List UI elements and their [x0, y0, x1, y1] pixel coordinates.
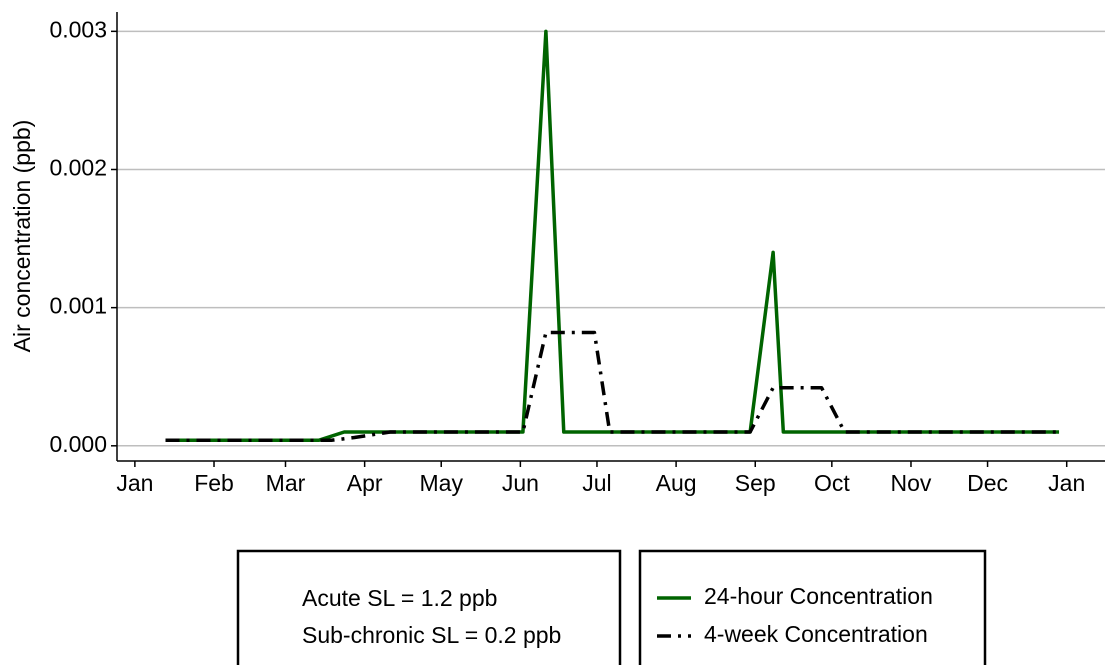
x-tick-label: Mar [266, 470, 306, 496]
y-tick-label: 0.003 [49, 16, 107, 42]
x-tick-label: Dec [967, 470, 1008, 496]
y-axis-label: Air concentration (ppb) [9, 120, 35, 353]
y-tick-label: 0.002 [49, 155, 107, 181]
x-tick-label: Oct [814, 470, 850, 496]
x-tick-label: Sep [735, 470, 776, 496]
y-tick-label: 0.000 [49, 431, 107, 457]
annotation-box [236, 549, 622, 665]
x-tick-label: May [420, 470, 464, 496]
legend-box [638, 549, 987, 665]
legend-label: 24-hour Concentration [704, 583, 933, 609]
annotation: Acute SL = 1.2 ppb [302, 585, 497, 611]
x-tick-label: Jan [1048, 470, 1085, 496]
x-tick-label: Apr [347, 470, 383, 496]
x-tick-label: Jun [502, 470, 539, 496]
x-tick-label: Aug [656, 470, 697, 496]
y-tick-label: 0.001 [49, 293, 107, 319]
series-line [165, 29, 1060, 443]
x-tick-label: Nov [891, 470, 932, 496]
x-tick-label: Feb [194, 470, 234, 496]
x-tick-label: Jul [582, 470, 611, 496]
legend-label: 4-week Concentration [704, 621, 928, 647]
x-tick-label: Jan [116, 470, 153, 496]
annotation: Sub-chronic SL = 0.2 ppb [302, 622, 561, 648]
series-line [165, 330, 1060, 443]
